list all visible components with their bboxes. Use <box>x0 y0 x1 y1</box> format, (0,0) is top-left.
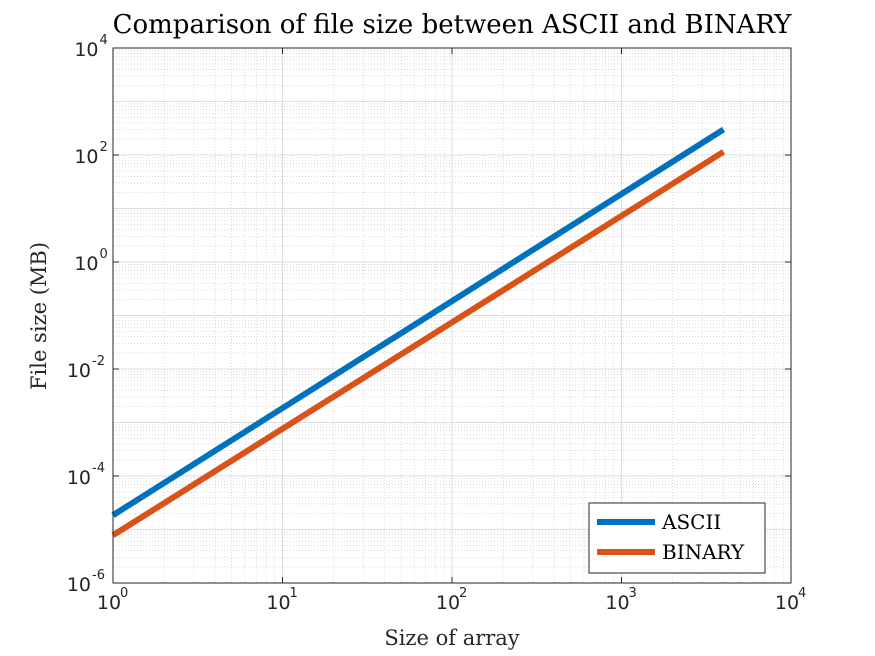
x-tick-label-base: 10 <box>605 592 629 614</box>
y-tick-label: 10 -6 <box>67 568 105 596</box>
x-tick-label-exponent: 1 <box>290 586 298 601</box>
series-layer <box>111 126 726 538</box>
y-tick-label: 10 2 <box>74 140 107 168</box>
series-line-ascii <box>111 126 726 518</box>
y-tick-label-base: 10 <box>74 146 98 168</box>
series-line-binary <box>111 149 726 538</box>
y-tick-label: 10 4 <box>74 33 107 61</box>
x-tick-label-exponent: 2 <box>459 586 467 601</box>
y-tick-label-exponent: 4 <box>100 33 108 48</box>
x-tick-label-exponent: 4 <box>798 586 806 601</box>
y-tick-label: 10 -4 <box>67 461 105 489</box>
y-tick-label-base: 10 <box>67 360 91 382</box>
x-axis-label: Size of array <box>384 626 519 650</box>
x-tick-label-base: 10 <box>266 592 290 614</box>
y-tick-label-exponent: 2 <box>100 140 108 155</box>
legend: ASCII BINARY <box>588 502 766 574</box>
y-tick-label-base: 10 <box>74 253 98 275</box>
legend-label-ascii: ASCII <box>661 510 721 534</box>
y-tick-label: 10 -2 <box>67 354 105 382</box>
x-tick-label-exponent: 0 <box>120 586 128 601</box>
y-tick-label-base: 10 <box>67 467 91 489</box>
y-tick-label-exponent: 0 <box>100 247 108 262</box>
x-tick-label: 101 <box>266 586 297 614</box>
y-tick-label-base: 10 <box>74 39 98 61</box>
x-tick-label: 103 <box>605 586 636 614</box>
y-axis-label: File size (MB) <box>27 242 51 390</box>
chart-title: Comparison of file size between ASCII an… <box>113 10 793 40</box>
y-tick-label-base: 10 <box>67 574 91 596</box>
tick-marks <box>112 47 792 584</box>
y-tick-label: 10 0 <box>74 247 107 275</box>
y-tick-label-exponent: -6 <box>92 568 105 583</box>
x-tick-label-exponent: 3 <box>629 586 637 601</box>
x-tick-labels: 100 101 102 103 104 <box>97 586 806 614</box>
x-tick-label-base: 10 <box>775 592 799 614</box>
y-tick-label-exponent: -2 <box>92 354 105 369</box>
x-tick-label: 100 <box>97 586 128 614</box>
x-tick-label-base: 10 <box>436 592 460 614</box>
x-tick-label-base: 10 <box>97 592 121 614</box>
x-tick-label: 104 <box>775 586 806 614</box>
legend-box <box>588 502 766 574</box>
x-tick-label: 102 <box>436 586 467 614</box>
legend-label-binary: BINARY <box>662 540 745 564</box>
y-tick-label-exponent: -4 <box>92 461 105 476</box>
